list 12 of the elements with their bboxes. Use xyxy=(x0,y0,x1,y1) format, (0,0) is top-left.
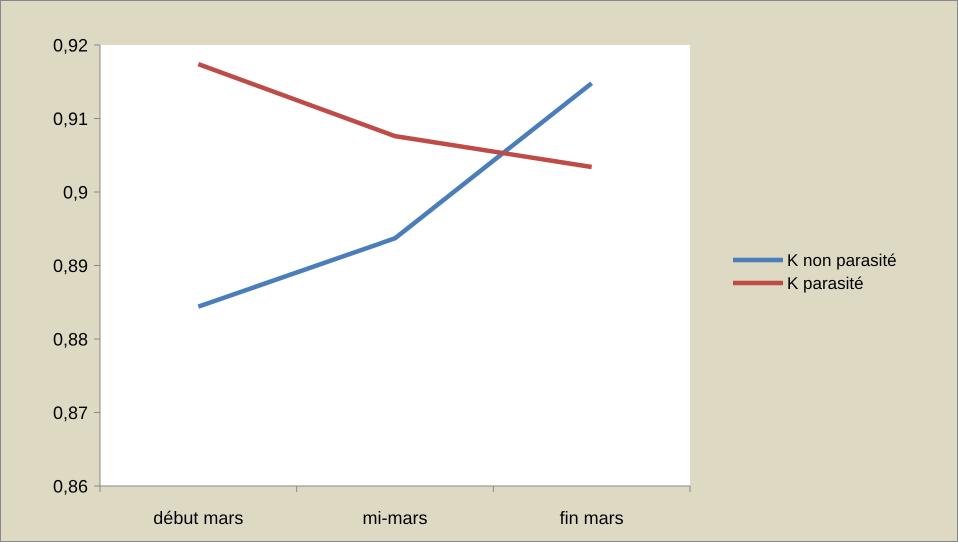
y-tick-label: 0,86 xyxy=(52,476,88,496)
y-tick-label: 0,89 xyxy=(52,256,88,276)
y-tick-label: 0,91 xyxy=(52,108,88,129)
y-tick-label: 0,88 xyxy=(52,329,88,350)
x-tick-label: fin mars xyxy=(560,508,624,528)
y-tick-label: 0,92 xyxy=(52,35,88,56)
x-tick-label: début mars xyxy=(153,508,244,528)
legend-label: K non parasité xyxy=(787,250,897,270)
legend-label: K parasité xyxy=(787,274,864,293)
y-tick-label: 0,9 xyxy=(62,182,88,202)
x-tick-label: mi-mars xyxy=(362,508,428,528)
y-tick-label: 0,87 xyxy=(52,402,88,423)
